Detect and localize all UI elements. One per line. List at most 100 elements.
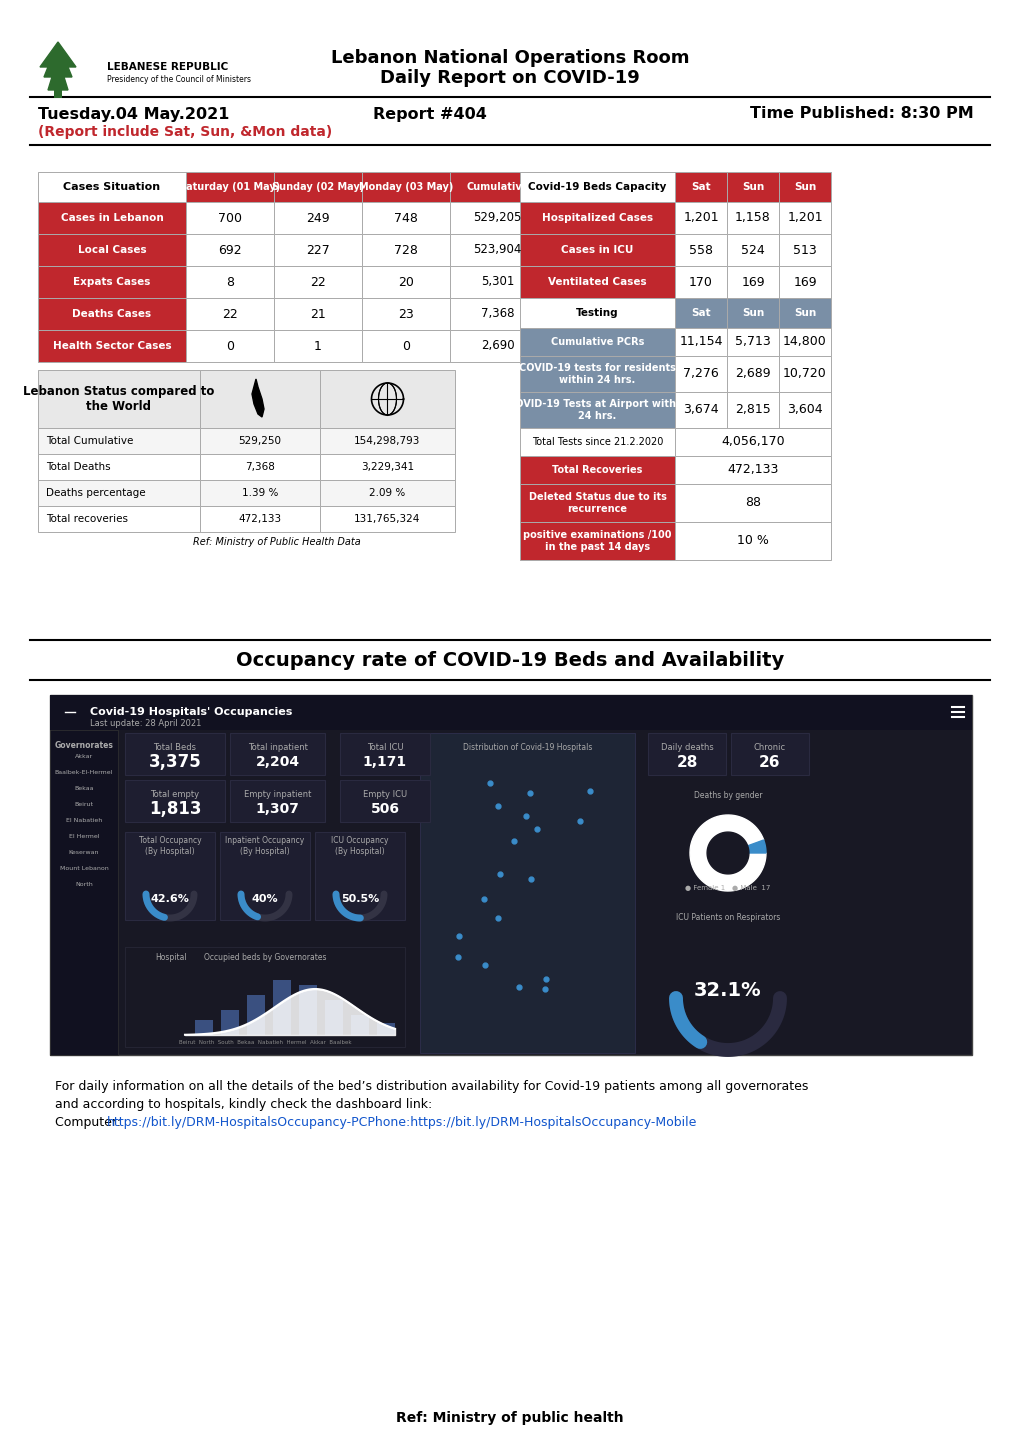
Text: Report #404: Report #404 — [373, 107, 486, 121]
Text: 7,368: 7,368 — [245, 462, 275, 472]
Bar — [520, 202, 675, 234]
Text: Covid-19 Beds Capacity: Covid-19 Beds Capacity — [528, 182, 666, 192]
Text: 7,276: 7,276 — [683, 368, 718, 381]
Bar — [675, 456, 830, 483]
Text: 3,229,341: 3,229,341 — [361, 462, 414, 472]
Text: Deaths percentage: Deaths percentage — [46, 488, 146, 498]
Text: Covid-19 Hospitals' Occupancies: Covid-19 Hospitals' Occupancies — [90, 707, 292, 717]
Text: 728: 728 — [393, 244, 418, 257]
Bar — [320, 481, 454, 506]
Bar — [38, 172, 185, 202]
Bar — [520, 429, 675, 456]
Text: 50.5%: 50.5% — [340, 895, 379, 903]
Bar — [520, 456, 675, 483]
Text: Total Beds: Total Beds — [153, 743, 197, 752]
Text: 1,201: 1,201 — [787, 212, 822, 225]
Text: Lebanon National Operations Room: Lebanon National Operations Room — [330, 49, 689, 66]
Text: Sun: Sun — [793, 307, 815, 317]
Text: Ref: Ministry of Public Health Data: Ref: Ministry of Public Health Data — [193, 537, 360, 547]
Text: Testing: Testing — [576, 307, 619, 317]
Bar — [200, 455, 320, 481]
Text: Empty ICU: Empty ICU — [363, 791, 407, 799]
Bar — [779, 328, 830, 356]
Text: El Hermel: El Hermel — [68, 834, 99, 840]
Bar — [675, 483, 830, 522]
Text: 472,133: 472,133 — [727, 463, 777, 476]
Text: 700: 700 — [218, 212, 242, 225]
Bar — [449, 266, 544, 299]
Text: Lebanon Status compared to
the World: Lebanon Status compared to the World — [23, 385, 214, 413]
Text: Saturday (01 May): Saturday (01 May) — [179, 182, 280, 192]
Bar — [200, 429, 320, 455]
Text: 154,298,793: 154,298,793 — [354, 436, 420, 446]
Text: 1,158: 1,158 — [735, 212, 770, 225]
Text: 249: 249 — [306, 212, 329, 225]
Text: Daily deaths: Daily deaths — [660, 743, 712, 752]
Text: Total empty: Total empty — [150, 791, 200, 799]
Text: ICU Occupancy
(By Hospital): ICU Occupancy (By Hospital) — [331, 837, 388, 856]
Text: Sat: Sat — [691, 307, 710, 317]
Bar — [38, 330, 185, 362]
Text: Chronic: Chronic — [753, 743, 786, 752]
Bar — [185, 266, 274, 299]
Bar — [647, 784, 808, 898]
Text: Occupied beds by Governorates: Occupied beds by Governorates — [204, 952, 326, 961]
Bar — [520, 328, 675, 356]
Bar — [195, 1020, 213, 1035]
Text: Total Deaths: Total Deaths — [46, 462, 110, 472]
Bar — [727, 266, 779, 299]
Text: Deaths Cases: Deaths Cases — [72, 309, 152, 319]
Bar — [50, 730, 118, 1055]
Bar — [273, 980, 290, 1035]
Bar — [221, 1010, 238, 1035]
Text: 0: 0 — [226, 339, 233, 352]
Text: Tuesday.04 May.2021: Tuesday.04 May.2021 — [38, 107, 229, 121]
Text: Total Occupancy
(By Hospital): Total Occupancy (By Hospital) — [139, 837, 201, 856]
Text: COVID-19 Tests at Airport within
24 hrs.: COVID-19 Tests at Airport within 24 hrs. — [507, 400, 686, 421]
Text: Mount Lebanon: Mount Lebanon — [59, 866, 108, 872]
Text: 23: 23 — [397, 307, 414, 320]
Bar — [125, 833, 215, 921]
Bar — [520, 234, 675, 266]
Text: Sun: Sun — [793, 182, 815, 192]
Bar — [362, 234, 449, 266]
Bar — [675, 299, 727, 328]
Bar — [727, 234, 779, 266]
Text: 169: 169 — [741, 276, 764, 289]
Bar — [274, 172, 362, 202]
Text: Health Sector Cases: Health Sector Cases — [53, 341, 171, 351]
Polygon shape — [728, 840, 765, 853]
Text: 14,800: 14,800 — [783, 336, 826, 349]
Text: Cumulative: Cumulative — [466, 182, 528, 192]
Bar — [247, 996, 265, 1035]
Text: Bekaa: Bekaa — [74, 786, 94, 792]
Bar — [520, 392, 675, 429]
Text: ICU Patients on Respirators: ICU Patients on Respirators — [676, 912, 780, 922]
Bar — [727, 328, 779, 356]
Text: 22: 22 — [222, 307, 237, 320]
Text: Local Cases: Local Cases — [77, 245, 146, 255]
Text: 3,604: 3,604 — [787, 404, 822, 417]
Text: 524: 524 — [741, 244, 764, 257]
Text: Inpatient Occupancy
(By Hospital): Inpatient Occupancy (By Hospital) — [225, 837, 305, 856]
Bar — [362, 266, 449, 299]
Bar — [185, 330, 274, 362]
Text: Deleted Status due to its
recurrence: Deleted Status due to its recurrence — [528, 492, 665, 514]
Polygon shape — [252, 380, 264, 417]
Bar — [675, 392, 727, 429]
Bar — [647, 733, 726, 775]
Text: (Report include Sat, Sun, &Mon data): (Report include Sat, Sun, &Mon data) — [38, 126, 332, 139]
Bar — [727, 172, 779, 202]
Text: 513: 513 — [793, 244, 816, 257]
Text: 1,201: 1,201 — [683, 212, 718, 225]
Bar — [727, 299, 779, 328]
Text: COVID-19 tests for residents
within 24 hrs.: COVID-19 tests for residents within 24 h… — [519, 364, 676, 385]
Bar — [520, 266, 675, 299]
Text: 1.39 %: 1.39 % — [242, 488, 278, 498]
Text: Sat: Sat — [691, 182, 710, 192]
Text: Total recoveries: Total recoveries — [46, 514, 127, 524]
Bar — [38, 299, 185, 330]
Bar — [339, 781, 430, 823]
Bar — [315, 833, 405, 921]
Bar — [362, 202, 449, 234]
